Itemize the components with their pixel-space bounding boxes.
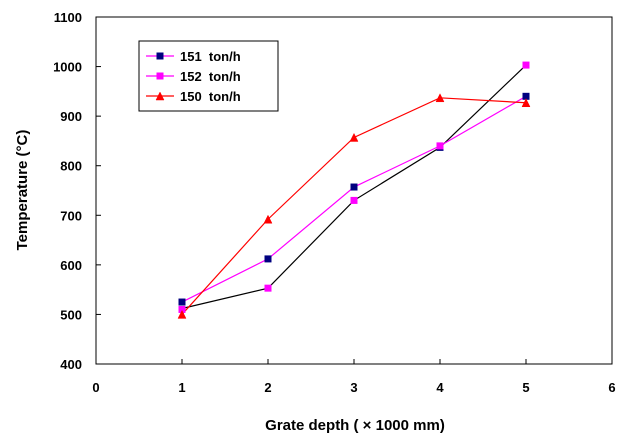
x-tick-label: 0 [92,380,99,395]
legend-label: 151 ton/h [180,49,241,64]
data-point [522,61,530,69]
y-tick-label: 1000 [53,60,82,75]
y-tick-label: 400 [60,357,82,372]
y-tick-label: 500 [60,307,82,322]
x-tick-label: 3 [350,380,357,395]
y-axis: 400 500 600 700 800 900 1000 1100 [53,10,101,372]
series-markers [177,61,531,319]
y-axis-title: Temperature (°C) [14,130,31,251]
data-point [521,98,531,108]
legend-marker [156,52,164,60]
legend-label: 150 ton/h [180,89,241,104]
legend-marker [156,72,164,80]
y-tick-label: 800 [60,159,82,174]
x-axis-title: Grate depth ( × 1000 mm) [265,417,445,434]
data-point [177,309,187,319]
legend-label: 152 ton/h [180,69,241,84]
legend: 151 ton/h 152 ton/h 150 ton/h [138,40,279,112]
data-point [263,214,273,224]
data-point [178,305,186,313]
data-point [436,142,444,150]
data-point [349,132,359,142]
y-tick-label: 600 [60,258,82,273]
x-tick-label: 2 [264,380,271,395]
data-point [522,92,530,100]
x-tick-label: 6 [608,380,615,395]
y-tick-label: 900 [60,109,82,124]
series-line [181,97,527,315]
y-tick-label: 1100 [54,10,82,25]
x-tick-label: 1 [178,380,185,395]
data-point [178,298,186,306]
data-point [264,255,272,263]
x-tick-label: 5 [522,380,529,395]
x-axis: 0 1 2 3 4 5 6 [92,359,616,395]
data-point [435,93,445,103]
x-tick-label: 4 [436,380,444,395]
data-point [350,196,358,204]
y-tick-label: 700 [60,208,82,223]
data-point [264,284,272,292]
legend-marker [155,91,165,101]
data-point [350,183,358,191]
